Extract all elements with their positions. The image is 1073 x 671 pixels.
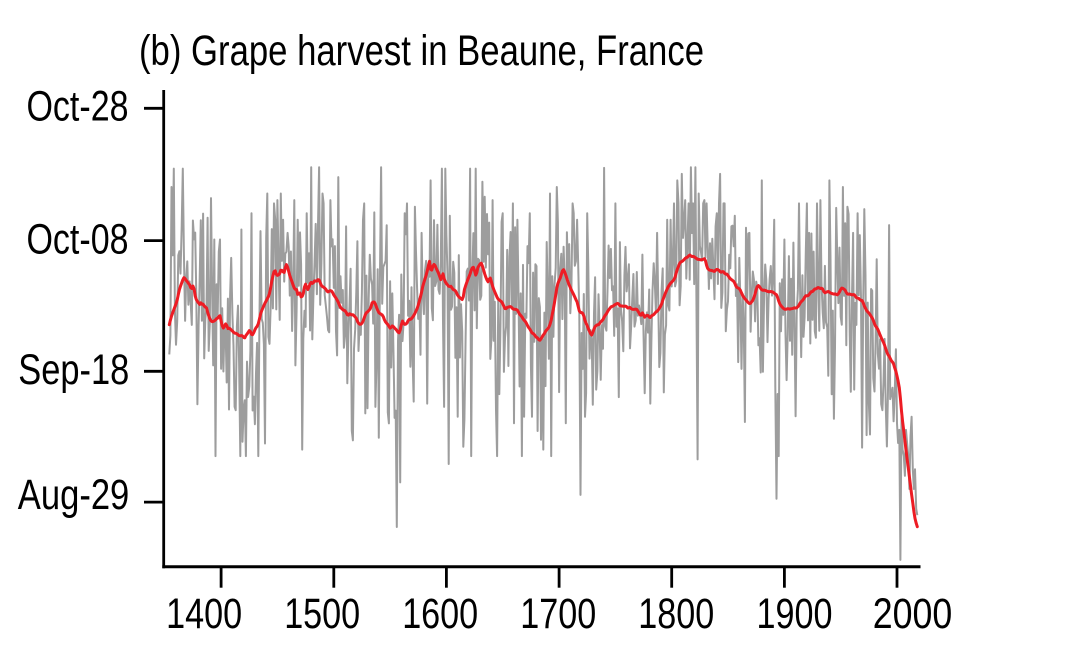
svg-text:1700: 1700 <box>520 590 596 638</box>
svg-text:2000: 2000 <box>873 590 953 638</box>
svg-text:1600: 1600 <box>402 590 478 638</box>
svg-text:(b) Grape harvest in Beaune, F: (b) Grape harvest in Beaune, France <box>139 27 704 75</box>
svg-text:1800: 1800 <box>638 590 714 638</box>
svg-text:1400: 1400 <box>166 590 242 638</box>
svg-text:1500: 1500 <box>284 590 360 638</box>
svg-text:Aug-29: Aug-29 <box>18 471 130 519</box>
svg-text:Oct-08: Oct-08 <box>27 216 129 264</box>
svg-text:Sep-18: Sep-18 <box>18 346 129 394</box>
svg-text:1900: 1900 <box>757 590 833 638</box>
svg-text:Oct-28: Oct-28 <box>27 83 129 131</box>
